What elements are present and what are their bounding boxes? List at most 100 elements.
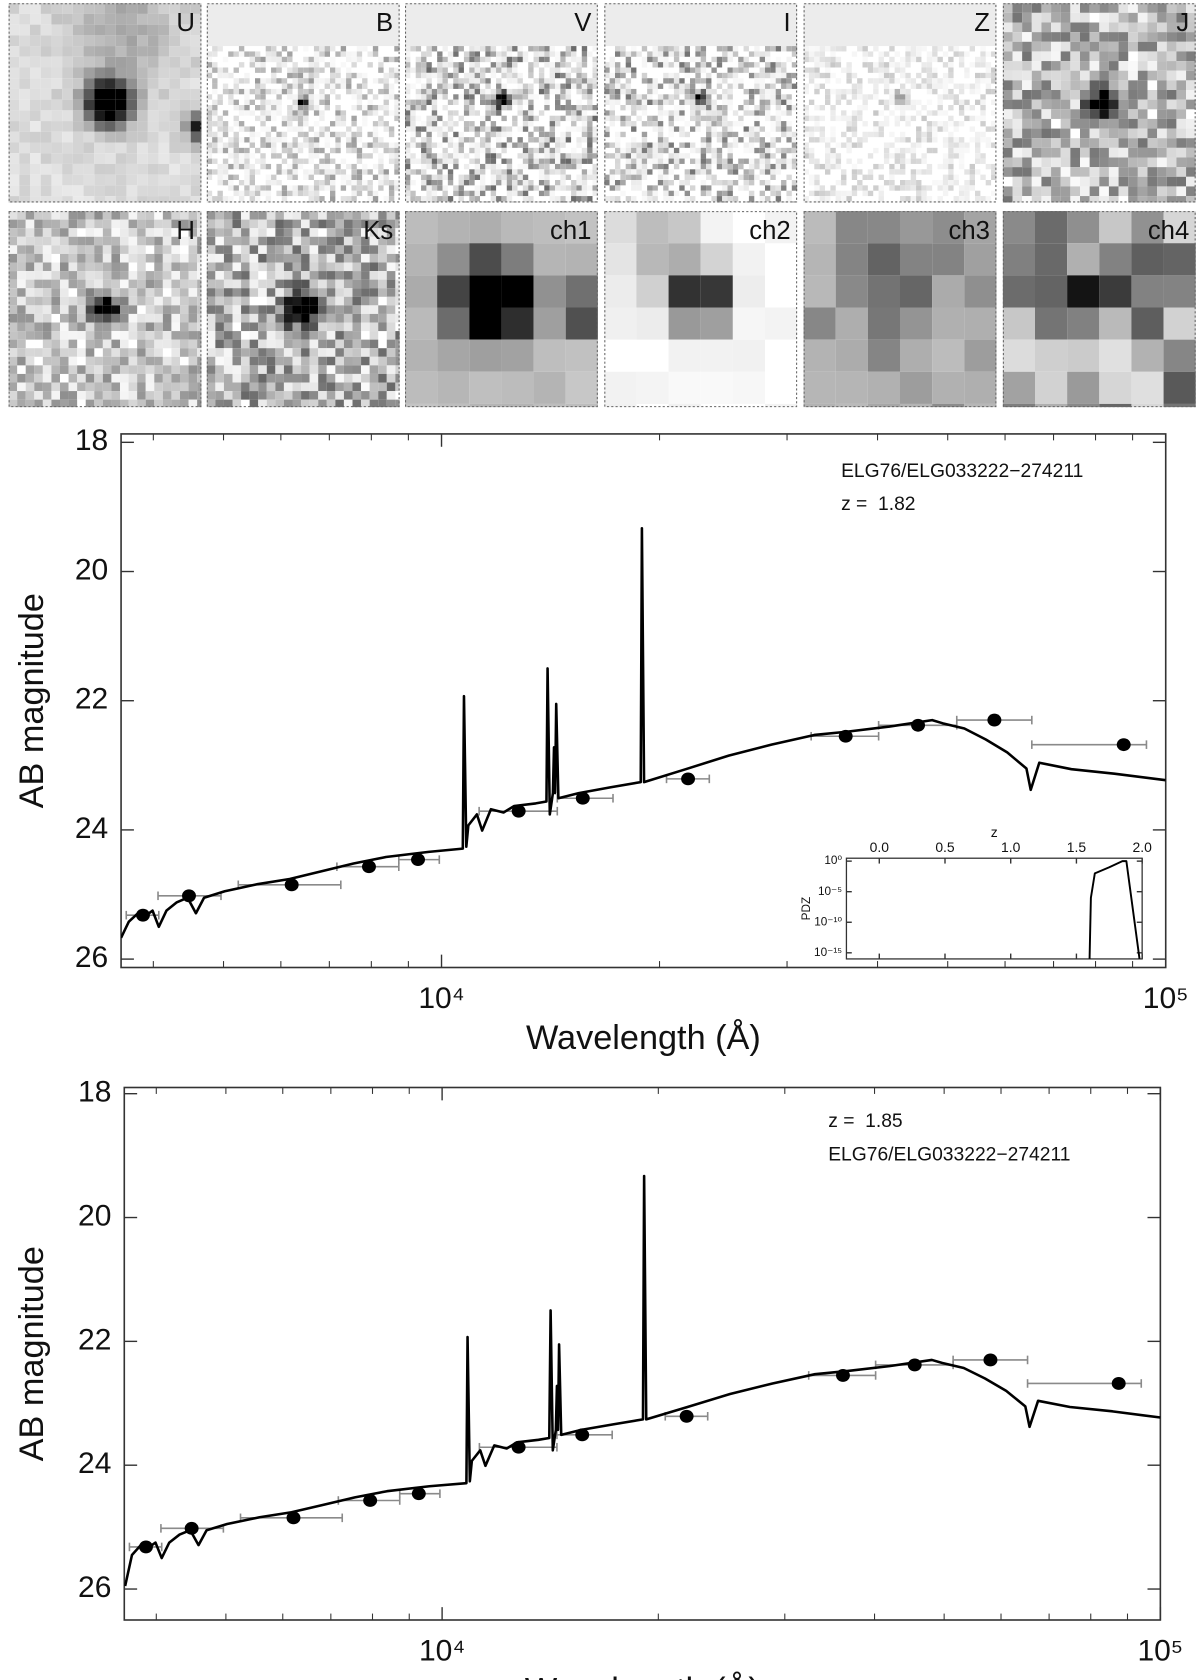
pixel: [560, 169, 566, 175]
pixel: [1137, 80, 1148, 90]
pixel: [222, 131, 229, 138]
pixel: [1099, 307, 1132, 340]
pixel: [748, 158, 755, 164]
pixel: [275, 219, 284, 229]
pixel: [958, 196, 965, 202]
pixel: [343, 399, 353, 408]
pixel: [609, 94, 615, 100]
pixel: [324, 153, 330, 159]
data-point: [983, 1353, 998, 1367]
pixel: [378, 288, 387, 297]
pixel: [647, 158, 653, 164]
pixel: [528, 94, 534, 100]
pixel: [1051, 22, 1061, 33]
pixel: [759, 190, 765, 197]
pixel: [490, 174, 497, 180]
pixel: [437, 94, 443, 100]
pixel: [576, 105, 582, 111]
pixel: [765, 88, 771, 95]
pixel: [803, 105, 809, 111]
pixel: [490, 185, 497, 191]
pixel: [862, 201, 868, 203]
pixel: [343, 313, 353, 323]
pixel: [759, 105, 765, 111]
pixel: [544, 190, 550, 197]
pixel: [222, 196, 229, 202]
pixel: [663, 147, 669, 154]
pixel: [900, 211, 933, 244]
pixel: [1118, 167, 1129, 177]
pixel: [222, 147, 229, 154]
pixel: [1031, 186, 1042, 197]
pixel: [711, 158, 717, 164]
pixel: [958, 99, 965, 105]
pixel: [258, 348, 267, 357]
pixel: [217, 94, 223, 100]
pixel: [835, 371, 868, 404]
pixel: [625, 99, 632, 105]
pixel: [372, 46, 379, 52]
pixel: [212, 62, 218, 68]
pixel: [625, 67, 632, 73]
pixel: [137, 313, 146, 323]
pixel: [318, 382, 327, 392]
pixel: [1176, 32, 1187, 42]
pixel: [490, 153, 497, 159]
pixel: [910, 51, 917, 57]
pixel: [609, 88, 615, 95]
pixel: [765, 180, 771, 186]
pixel: [351, 121, 357, 127]
pixel: [1089, 147, 1100, 158]
pixel: [275, 348, 284, 357]
pixel: [72, 46, 84, 57]
pixel: [249, 110, 255, 116]
pixel: [711, 121, 717, 127]
pixel: [352, 313, 362, 323]
pixel: [351, 163, 357, 170]
pixel: [765, 403, 798, 408]
pixel: [68, 245, 78, 254]
pixel: [1118, 99, 1129, 110]
pixel: [42, 305, 52, 314]
pixel: [147, 67, 159, 79]
pixel: [51, 391, 60, 400]
pixel: [1166, 157, 1177, 168]
pixel: [42, 356, 52, 366]
pixel: [469, 243, 502, 276]
pixel: [1041, 128, 1052, 139]
pixel: [276, 105, 282, 111]
pixel: [102, 399, 112, 408]
pixel: [1128, 61, 1138, 71]
pixel: [281, 142, 288, 148]
pixel: [318, 348, 327, 357]
pixel: [287, 190, 293, 197]
pixel: [421, 72, 427, 79]
pixel: [8, 271, 18, 280]
pixel: [249, 245, 259, 254]
pixel: [684, 121, 690, 127]
pixel: [825, 163, 831, 170]
pixel: [85, 228, 95, 237]
pixel: [615, 185, 621, 191]
pixel: [695, 115, 701, 122]
pixel: [94, 211, 103, 220]
pixel: [1176, 61, 1187, 71]
pixel: [592, 72, 598, 79]
pixel: [276, 163, 282, 170]
pixel: [8, 253, 18, 263]
pixel: [313, 46, 320, 52]
pixel: [206, 211, 216, 220]
pixel: [228, 174, 234, 180]
pixel: [319, 180, 325, 186]
pixel: [932, 371, 965, 404]
pixel: [474, 190, 480, 197]
pixel: [991, 174, 997, 180]
pixel: [223, 236, 233, 246]
pixel: [1031, 70, 1042, 81]
pixel: [442, 174, 448, 180]
pixel: [217, 121, 223, 127]
pixel: [260, 158, 266, 164]
pixel: [581, 72, 588, 79]
pixel: [308, 67, 314, 73]
pixel: [1108, 22, 1119, 33]
